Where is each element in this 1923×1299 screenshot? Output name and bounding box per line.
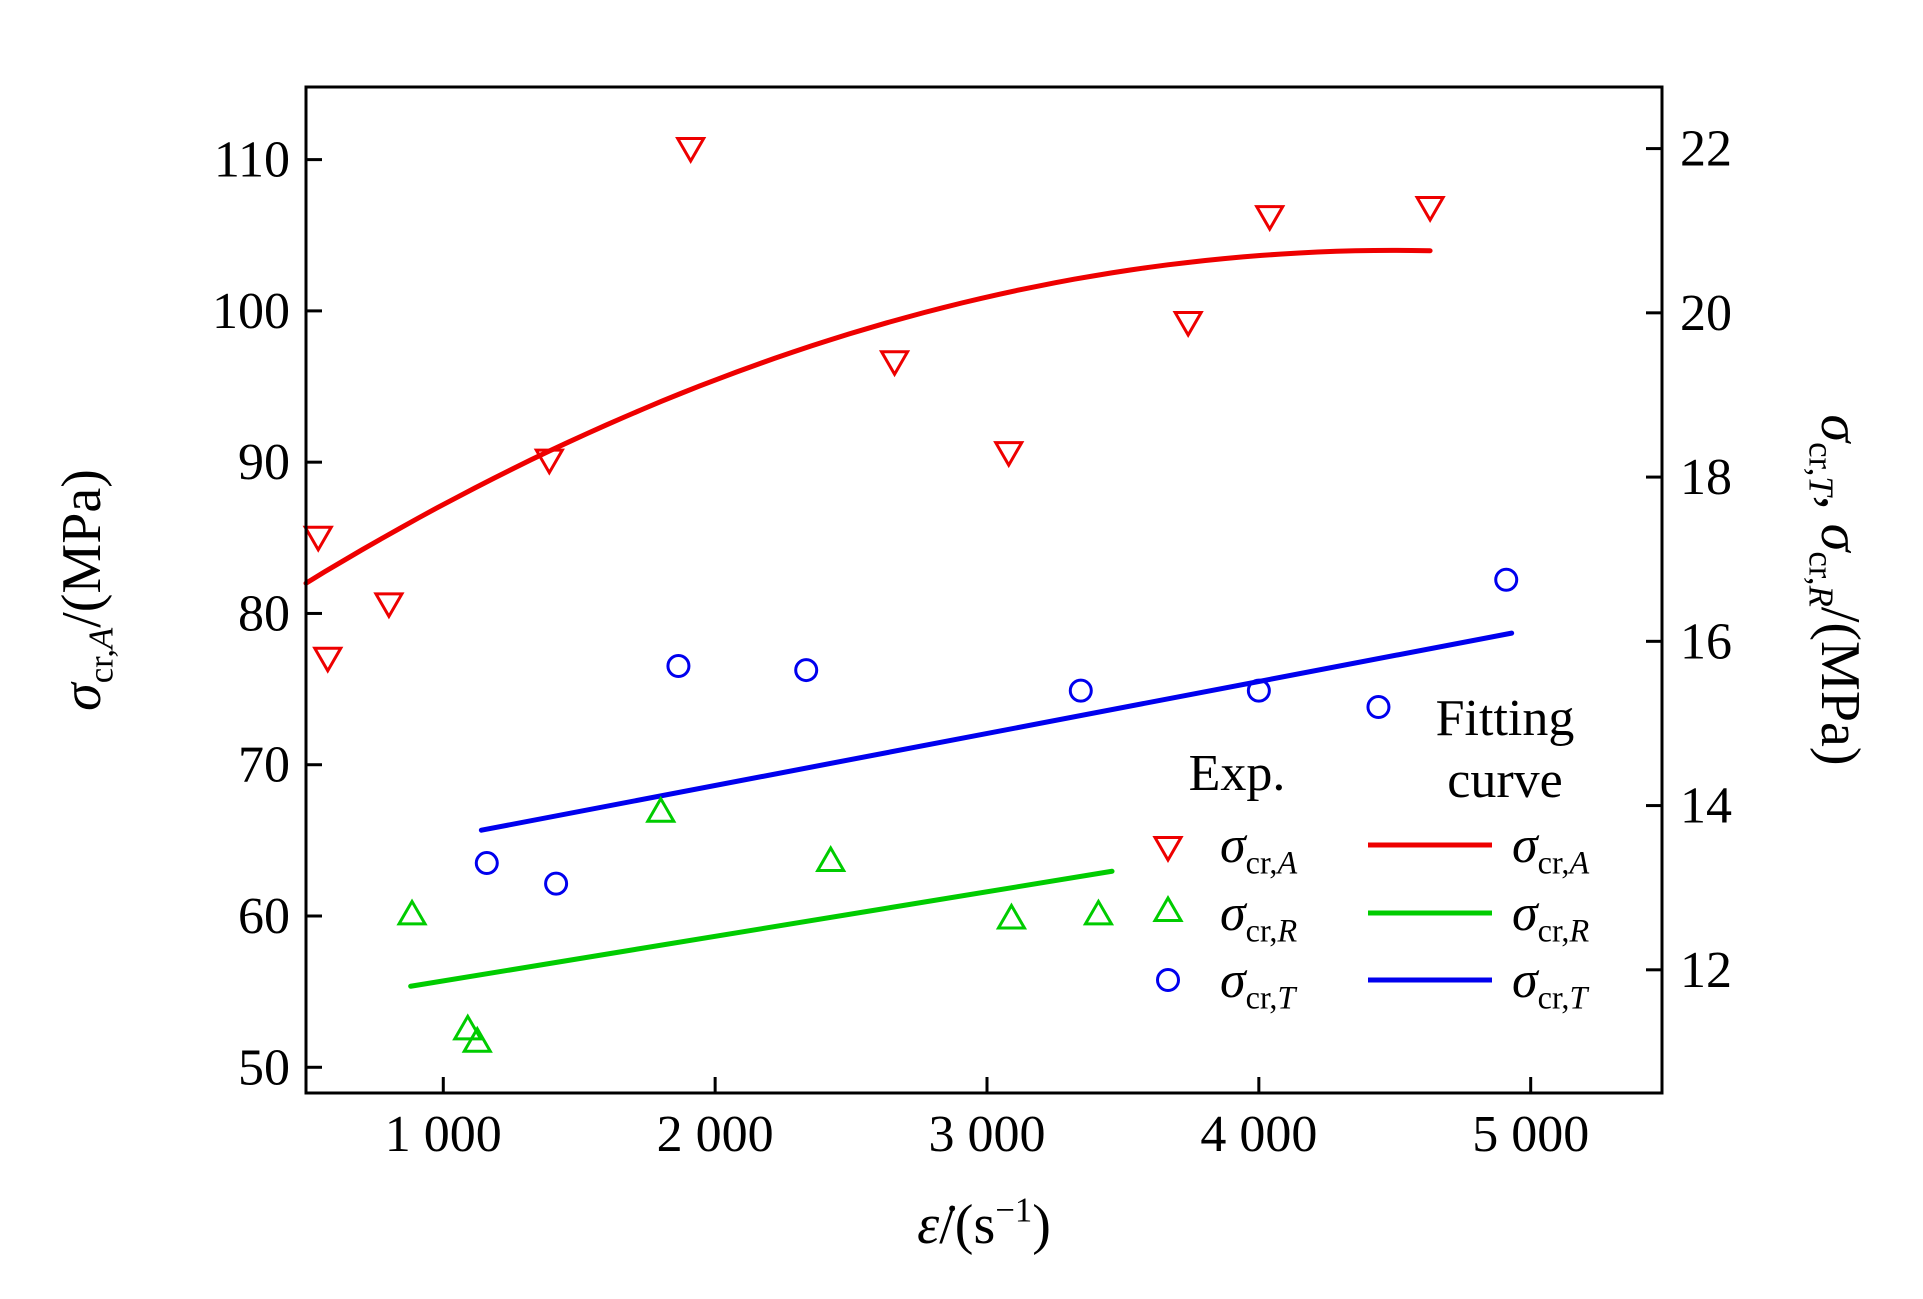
- data-point-sigma-cr-R: [815, 845, 847, 873]
- points-sigma-cr-A: [302, 136, 1446, 674]
- x-axis: 1 000 2 000 3 000 4 000 5 000: [385, 1077, 1589, 1163]
- data-point-sigma-cr-A: [675, 136, 707, 164]
- data-point-sigma-cr-T: [1246, 678, 1271, 703]
- legend-fit-label-sigma-cr-T: σcr,T: [1512, 952, 1589, 1015]
- data-point-sigma-cr-R: [645, 795, 677, 823]
- data-point-sigma-cr-A: [1414, 195, 1446, 223]
- fit-line-sigma-cr-T: [478, 630, 1515, 833]
- legend-exp-label-sigma-cr-R: σcr,R: [1220, 885, 1297, 948]
- data-point-sigma-cr-T: [1494, 567, 1519, 592]
- y-left-tick-label: 60: [238, 888, 290, 945]
- y-left-tick-label: 100: [212, 283, 290, 340]
- legend-marker-sigma-cr-T: [1156, 968, 1180, 992]
- legend-fit-label-sigma-cr-A: σcr,A: [1512, 817, 1589, 880]
- fit-curve-sigma-cr-A: [303, 247, 1433, 586]
- points-sigma-cr-R: [396, 795, 1115, 1053]
- legend-exp-label-sigma-cr-A: σcr,A: [1220, 817, 1297, 880]
- data-point-sigma-cr-A: [302, 525, 334, 553]
- legend-fit-label-sigma-cr-R: σcr,R: [1512, 885, 1589, 948]
- y-left-tick-label: 80: [238, 585, 290, 642]
- data-point-sigma-cr-T: [1068, 678, 1093, 703]
- legend-fit-header-line2: curve: [1447, 752, 1562, 809]
- y-right-tick-label: 18: [1680, 449, 1732, 506]
- data-point-sigma-cr-R: [452, 1013, 484, 1041]
- legend-marker-sigma-cr-A: [1152, 836, 1184, 863]
- y-right-tick-label: 22: [1680, 121, 1732, 178]
- y-right-tick-label: 14: [1680, 778, 1732, 835]
- legend-exp-header: Exp.: [1189, 745, 1286, 802]
- fit-line-sigma-cr-R: [408, 868, 1115, 989]
- points-sigma-cr-T: [474, 567, 1519, 896]
- data-point-sigma-cr-A: [878, 350, 911, 378]
- fitting-curves: [303, 247, 1515, 989]
- data-point-sigma-cr-R: [461, 1025, 493, 1053]
- y-left-tick-label: 110: [214, 132, 290, 189]
- y-axis-right-title: σcr,T, σcr,R/(MPa): [1802, 415, 1871, 766]
- data-point-sigma-cr-R: [1082, 898, 1115, 926]
- x-tick-label: 1 000: [385, 1106, 502, 1163]
- data-point-sigma-cr-A: [312, 646, 344, 674]
- y-axis-right: 12 14 16 18 20 22: [1646, 121, 1732, 999]
- x-tick-label: 4 000: [1200, 1106, 1317, 1163]
- data-point-sigma-cr-T: [544, 871, 569, 896]
- y-right-tick-label: 20: [1680, 285, 1732, 342]
- legend-marker-sigma-cr-R: [1152, 895, 1184, 922]
- y-left-tick-label: 70: [238, 737, 290, 794]
- y-axis-left-title: σcr,A/(MPa): [51, 469, 120, 711]
- x-axis-title: ε̇/(s−1): [917, 1191, 1051, 1256]
- legend-fit-header-line1: Fitting: [1436, 690, 1575, 747]
- data-point-sigma-cr-A: [533, 448, 565, 476]
- x-tick-label: 5 000: [1472, 1106, 1589, 1163]
- data-point-sigma-cr-A: [1254, 205, 1286, 233]
- data-point-sigma-cr-A: [993, 441, 1025, 469]
- legend-exp-label-sigma-cr-T: σcr,T: [1220, 952, 1297, 1015]
- data-point-sigma-cr-T: [666, 653, 691, 678]
- y-left-tick-label: 90: [238, 434, 290, 491]
- data-point-sigma-cr-A: [1172, 310, 1204, 338]
- data-point-sigma-cr-T: [794, 658, 819, 683]
- x-tick-label: 3 000: [928, 1106, 1045, 1163]
- plot-frame: [304, 85, 1664, 1095]
- data-point-sigma-cr-T: [474, 851, 499, 876]
- y-left-tick-label: 50: [238, 1039, 290, 1096]
- y-right-tick-label: 16: [1680, 613, 1732, 670]
- data-point-sigma-cr-R: [396, 898, 428, 926]
- y-axis-left: 50 60 70 80 90 100 110: [212, 132, 322, 1096]
- x-tick-label: 2 000: [657, 1106, 774, 1163]
- data-point-sigma-cr-T: [1366, 695, 1391, 720]
- data-point-sigma-cr-R: [995, 902, 1028, 930]
- data-point-sigma-cr-A: [373, 592, 405, 620]
- y-right-tick-label: 12: [1680, 942, 1732, 999]
